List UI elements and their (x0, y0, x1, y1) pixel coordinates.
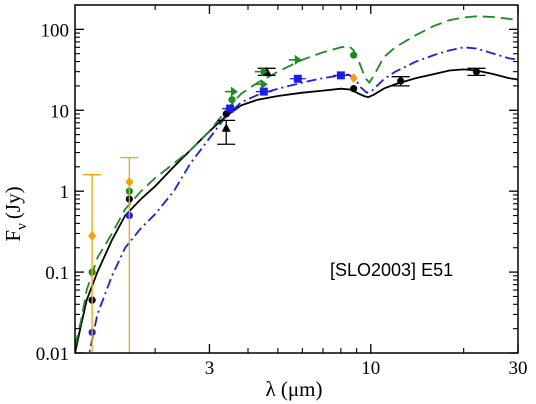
y-axis-label-main: F (1, 230, 25, 242)
data-point-green-arrow-right (224, 86, 238, 97)
y-tick-label: 1 (60, 182, 70, 203)
data-point-black-circle (467, 67, 486, 77)
data-point-green-circle (350, 51, 358, 59)
plot-frame (74, 4, 519, 354)
y-axis-label-unit: (Jy) (1, 186, 25, 219)
data-point-black-circle (350, 85, 358, 93)
y-axis-label-sub: ν (14, 223, 30, 230)
data-point-blue-square (289, 74, 306, 83)
data-point-orange-diamond (83, 174, 102, 353)
data-point-orange-diamond (120, 156, 139, 353)
data-point-black-circle (391, 76, 410, 87)
series-line-black (75, 68, 518, 353)
x-tick-label: 3 (205, 358, 215, 379)
axes: 3 10 30 0.01 0.1 1 10 100 (36, 4, 528, 379)
model-curves (75, 15, 518, 353)
x-tick-label: 10 (361, 358, 380, 379)
data-point-green-arrow-right (254, 66, 268, 77)
data-point-blue-square (255, 87, 272, 96)
data-markers (83, 51, 486, 353)
y-tick-label: 0.01 (36, 344, 69, 365)
series-line-blue (88, 46, 518, 353)
data-point-blue-square (222, 104, 239, 113)
y-axis-label: Fν (Jy) (1, 186, 30, 241)
x-axis-label: λ (μm) (265, 377, 322, 401)
x-tick-label: 30 (509, 358, 528, 379)
data-point-green-circle (228, 96, 236, 104)
data-point-orange-diamond (349, 73, 358, 84)
y-tick-label: 0.1 (45, 263, 69, 284)
svg-text:Fν(Jy): Fν (Jy) (1, 186, 30, 241)
data-point-green-arrow-right (254, 79, 268, 90)
y-tick-label: 100 (41, 20, 70, 41)
series-line-green (75, 15, 518, 347)
data-point-black-triangle (217, 119, 236, 145)
chart-annotation: [SLO2003] E51 (330, 260, 453, 280)
data-point-blue-square (332, 71, 349, 80)
data-point-green-arrow-right (288, 54, 302, 65)
y-tick-label: 10 (50, 101, 69, 122)
